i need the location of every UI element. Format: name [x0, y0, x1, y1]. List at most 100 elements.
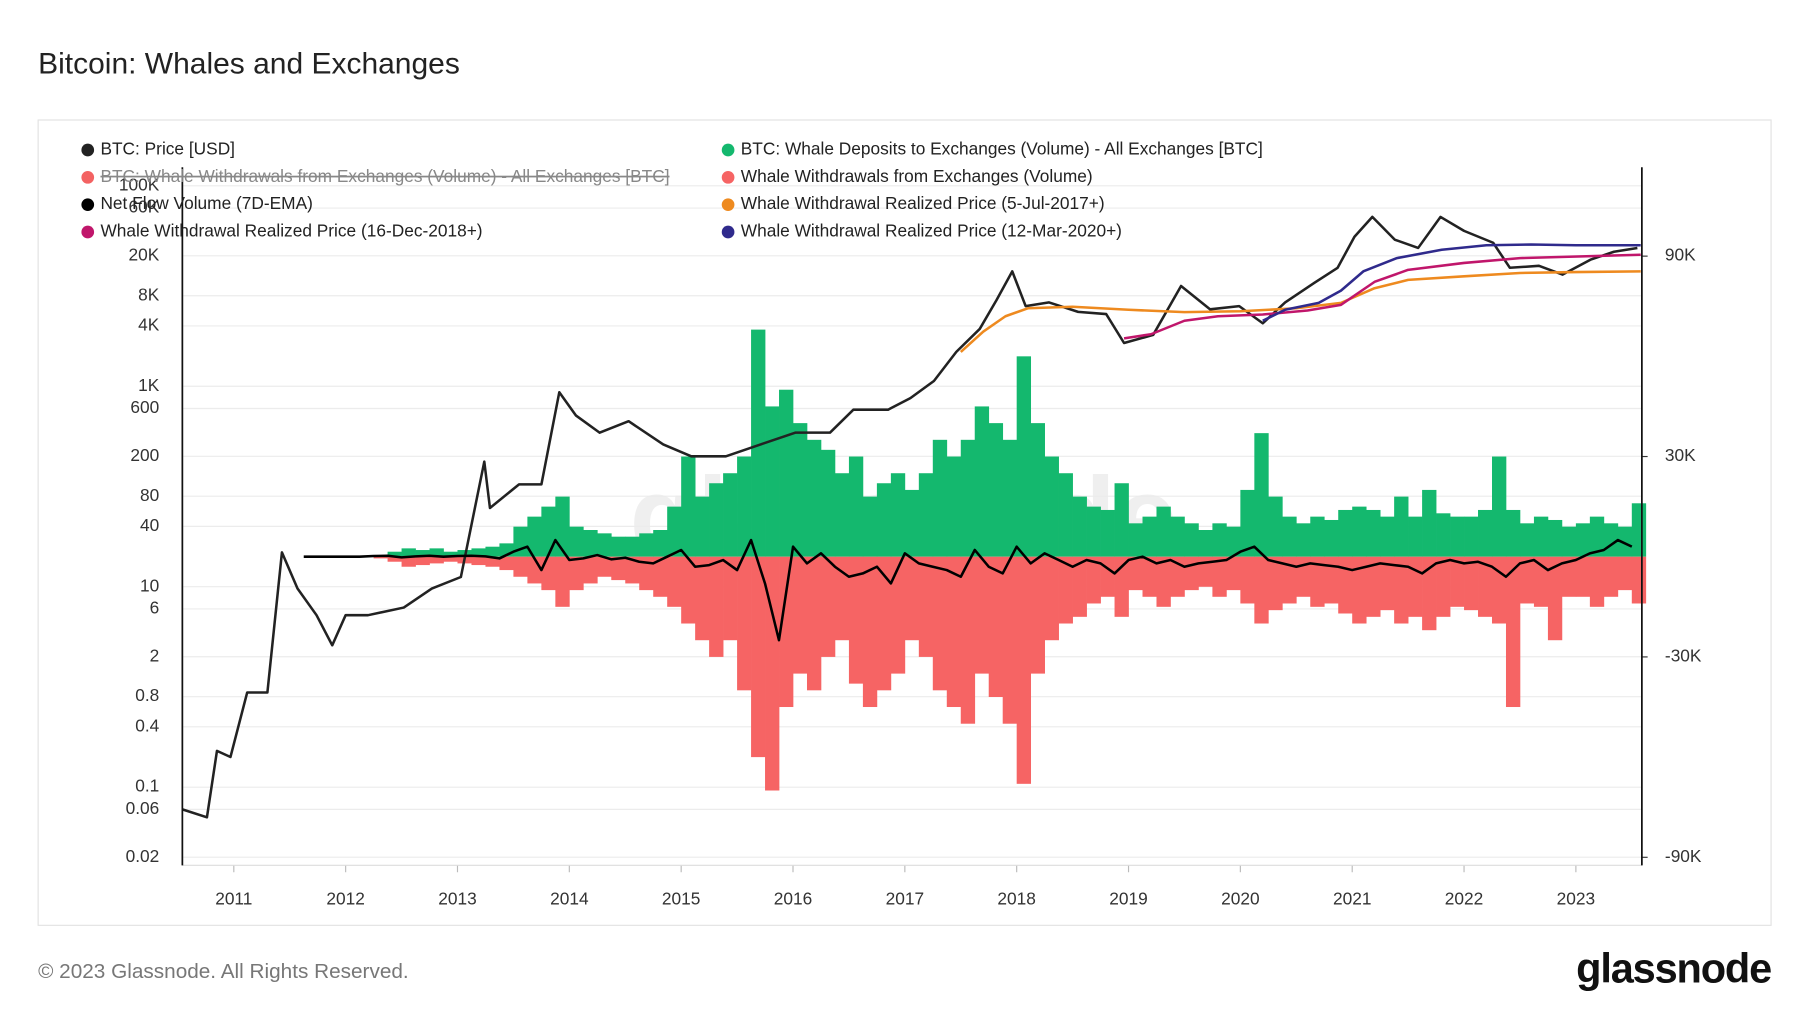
volume-bar: [1603, 556, 1619, 597]
volume-bar: [1492, 456, 1507, 557]
volume-bar: [960, 439, 976, 557]
series-line: [181, 215, 1638, 819]
volume-bar: [1156, 556, 1171, 607]
volume-bar: [1086, 506, 1101, 557]
volume-bar: [387, 551, 402, 557]
volume-bar: [751, 556, 766, 758]
volume-bar: [1408, 516, 1423, 557]
bar-layer: [373, 329, 1647, 791]
volume-bar: [1100, 556, 1115, 597]
volume-bar: [1533, 516, 1549, 557]
volume-bar: [765, 556, 780, 791]
volume-bar: [1030, 556, 1045, 674]
volume-bar: [1310, 516, 1325, 557]
volume-bar: [1450, 556, 1465, 607]
volume-bar: [834, 556, 850, 641]
volume-bar: [890, 473, 906, 557]
volume-bar: [583, 556, 598, 584]
volume-bar: [765, 406, 780, 557]
volume-bar: [1156, 506, 1171, 557]
volume-bar: [611, 556, 626, 581]
volume-bar: [569, 526, 584, 557]
volume-bar: [1002, 439, 1018, 557]
volume-bar: [848, 556, 864, 684]
volume-bar: [429, 548, 444, 557]
y-tick-label: 80: [140, 485, 159, 505]
volume-bar: [737, 556, 752, 691]
y-tick-label: 60K: [129, 197, 160, 217]
x-tick-label: 2012: [326, 888, 364, 908]
volume-bar: [1268, 556, 1283, 611]
volume-bar: [541, 556, 556, 591]
volume-bar: [1240, 556, 1255, 604]
volume-bar: [1072, 556, 1087, 617]
volume-bar: [862, 556, 878, 708]
y-tick-label: 0.1: [135, 776, 159, 796]
volume-bar: [1478, 556, 1493, 617]
volume-bar: [1436, 556, 1451, 617]
volume-bar: [1044, 556, 1059, 641]
volume-bar: [1394, 496, 1409, 557]
volume-bar: [793, 423, 808, 557]
volume-bar: [1519, 556, 1535, 604]
x-tick-label: 2014: [550, 888, 589, 908]
volume-bar: [779, 389, 794, 557]
y-tick-label: 200: [130, 445, 159, 465]
volume-bar: [1184, 556, 1199, 591]
y-tick-label: 10: [140, 575, 159, 595]
volume-bar: [527, 516, 542, 557]
legend: BTC: Price [USD] BTC: Whale Deposits to E…: [81, 139, 1263, 241]
volume-bar: [653, 556, 668, 597]
volume-bar: [387, 556, 402, 562]
volume-bar: [806, 556, 822, 691]
volume-bar: [1631, 556, 1647, 604]
y2-tick-label: -30K: [1665, 645, 1702, 665]
volume-bar: [1240, 489, 1255, 557]
series-line: [959, 270, 1641, 353]
x-tick-label: 2021: [1333, 888, 1371, 908]
volume-bar: [1198, 530, 1213, 557]
volume-bar: [1547, 519, 1563, 557]
y-tick-label: 0.4: [135, 715, 159, 735]
y-tick-label: 20K: [129, 244, 160, 264]
legend-marker: [721, 198, 735, 212]
volume-bar: [1282, 556, 1297, 604]
volume-bar: [1617, 556, 1633, 591]
volume-bar: [1226, 556, 1241, 591]
volume-bar: [1128, 556, 1143, 591]
volume-bar: [1128, 523, 1143, 557]
legend-marker: [81, 143, 95, 157]
volume-bar: [1561, 526, 1577, 557]
volume-bar: [876, 556, 892, 691]
legend-label: Whale Withdrawal Realized Price (16-Dec-…: [100, 221, 482, 241]
x-tick-label: 2018: [997, 888, 1035, 908]
volume-bar: [583, 530, 598, 557]
volume-bar: [1324, 556, 1339, 604]
y-tick-label: 0.8: [135, 685, 159, 705]
legend-label: Whale Withdrawal Realized Price (12-Mar-…: [741, 221, 1122, 241]
volume-bar: [373, 556, 388, 559]
volume-bar: [443, 556, 458, 562]
y-tick-label: 600: [130, 397, 159, 417]
volume-bar: [737, 456, 752, 557]
volume-bar: [1575, 556, 1591, 597]
volume-bar: [1142, 516, 1157, 557]
volume-bar: [1450, 516, 1465, 557]
legend-marker: [721, 170, 735, 184]
x-tick-label: 2017: [886, 888, 924, 908]
x-tick-label: 2019: [1109, 888, 1147, 908]
volume-bar: [918, 556, 934, 657]
volume-bar: [751, 329, 766, 557]
volume-bar: [862, 496, 878, 557]
volume-bar: [806, 439, 822, 557]
volume-bar: [1464, 516, 1479, 557]
volume-bar: [1212, 523, 1227, 557]
legend-label: Net Flow Volume (7D-EMA): [100, 193, 312, 213]
volume-bar: [471, 556, 486, 566]
y-tick-label: 1K: [138, 375, 160, 395]
legend-marker: [81, 225, 95, 239]
x-tick-label: 2011: [215, 888, 252, 908]
footer: © 2023 Glassnode. All Rights Reserved.: [38, 960, 409, 983]
volume-bar: [820, 449, 836, 557]
volume-bar: [932, 439, 948, 557]
